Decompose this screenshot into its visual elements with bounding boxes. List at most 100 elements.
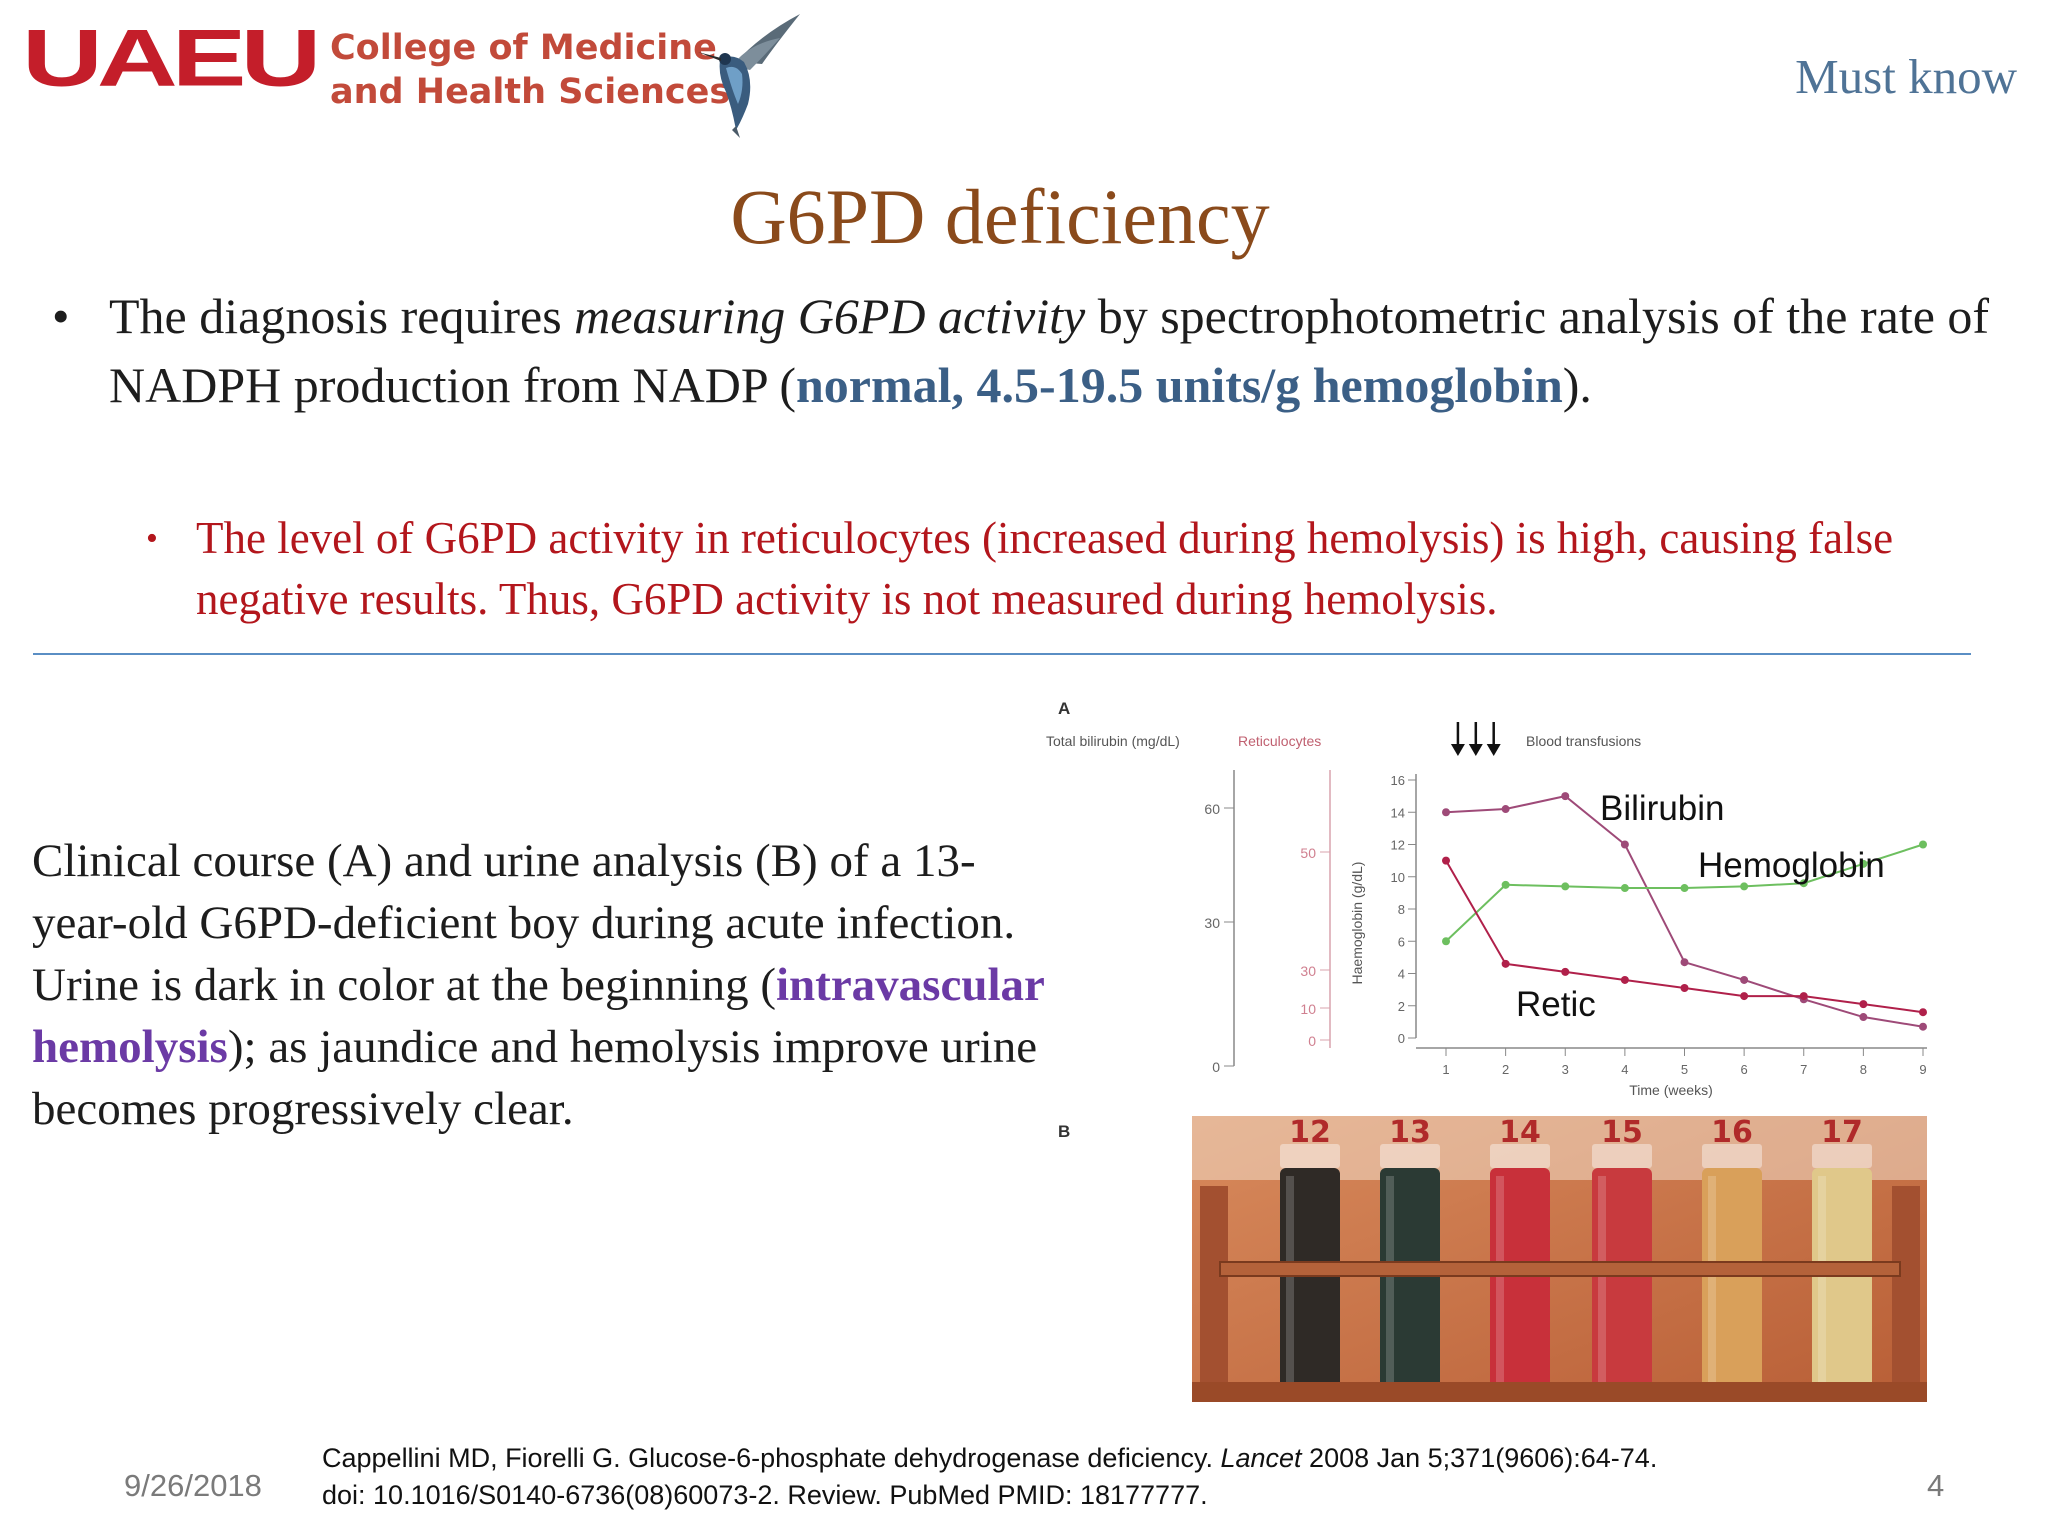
citation: Cappellini MD, Fiorelli G. Glucose-6-pho… [322, 1440, 1822, 1514]
y-tick-label: 4 [1398, 967, 1405, 982]
x-tick-label: 1 [1442, 1062, 1449, 1077]
college-line-2: and Health Sciences [330, 72, 731, 112]
tube-fluid [1592, 1168, 1652, 1402]
bullet-diagnosis: • The diagnosis requires measuring G6PD … [52, 282, 2002, 420]
data-point-retic [1919, 1008, 1927, 1017]
data-point-retic [1442, 856, 1450, 865]
bilirubin-axis-title: Total bilirubin (mg/dL) [1046, 733, 1180, 749]
tube-fluid [1380, 1168, 1440, 1402]
data-point-hemoglobin [1501, 880, 1510, 889]
data-point-hemoglobin [1680, 884, 1689, 893]
x-tick-label: 4 [1621, 1062, 1628, 1077]
tube-number: 12 [1289, 1116, 1331, 1150]
x-tick-label: 6 [1741, 1062, 1748, 1077]
tube-glass-top [1592, 1144, 1652, 1168]
data-point-hemoglobin [1442, 937, 1450, 946]
tube-fluid [1490, 1168, 1550, 1402]
bullet-diagnosis-text: The diagnosis requires measuring G6PD ac… [109, 288, 1990, 413]
series-label-bilirubin: Bilirubin [1600, 789, 1725, 828]
slide-number: 4 [1927, 1468, 1945, 1503]
x-axis-label: Time (weeks) [1629, 1082, 1713, 1098]
college-line-1: College of Medicine [330, 28, 717, 68]
tube-number: 16 [1711, 1116, 1753, 1150]
x-tick-label: 3 [1562, 1062, 1569, 1077]
retic-tick: 50 [1300, 845, 1316, 861]
transfusion-arrow-head [1486, 744, 1501, 756]
citation-line-2: doi: 10.1016/S0140-6736(08)60073-2. Revi… [322, 1480, 1208, 1510]
citation-line-1: Cappellini MD, Fiorelli G. Glucose-6-pho… [322, 1443, 1658, 1473]
transfusion-arrow-head [1450, 744, 1465, 756]
data-point-retic [1501, 959, 1510, 968]
bilirubin-tick: 60 [1204, 801, 1220, 817]
data-point-bilirubin [1501, 805, 1510, 814]
data-point-hemoglobin [1799, 879, 1808, 888]
hb-axis-title: Haemoglobin (g/dL) [1349, 862, 1365, 985]
emphasis-measuring: measuring G6PD activity [574, 288, 1086, 344]
x-tick-label: 5 [1681, 1062, 1688, 1077]
y-tick-label: 10 [1391, 870, 1405, 885]
data-point-bilirubin [1740, 975, 1749, 984]
data-point-retic [1620, 975, 1629, 984]
tube-highlight [1598, 1176, 1606, 1386]
data-point-bilirubin [1680, 958, 1689, 967]
data-point-hemoglobin [1859, 859, 1868, 868]
tube-number: 14 [1499, 1116, 1541, 1150]
data-point-bilirubin [1620, 840, 1629, 849]
y-tick-label: 14 [1391, 805, 1405, 820]
bilirubin-axis-ticks: 60 30 0 [1204, 801, 1234, 1075]
tube-fluid [1702, 1168, 1762, 1402]
bullet-marker: • [52, 288, 70, 344]
test-tubes: 12 13 14 15 16 17 [1280, 1116, 1872, 1402]
retic-axis-ticks: 50 30 10 0 [1300, 845, 1330, 1049]
data-point-retic [1561, 967, 1570, 976]
retic-tick: 0 [1308, 1033, 1316, 1049]
figure-caption: Clinical course (A) and urine analysis (… [32, 835, 1045, 1135]
uaeu-logo: UAEU [22, 12, 321, 103]
y-tick-label: 16 [1391, 773, 1405, 788]
must-know-tag: Must know [1795, 49, 2017, 104]
intravascular-hemolysis: intravascular hemolysis [32, 959, 1045, 1073]
transfusion-arrow-head [1468, 744, 1483, 756]
data-point-bilirubin [1442, 808, 1450, 817]
data-point-hemoglobin [1561, 882, 1570, 891]
transfusion-label: Blood transfusions [1526, 733, 1641, 749]
tube-glass-top [1490, 1144, 1550, 1168]
college-name: College of Medicine and Health Sciences [330, 26, 730, 114]
x-tick-label: 9 [1919, 1062, 1926, 1077]
tube-highlight [1286, 1176, 1294, 1386]
tube-number: 17 [1821, 1116, 1863, 1150]
tube-fluid [1280, 1168, 1340, 1402]
tube-highlight [1818, 1176, 1826, 1386]
data-point-bilirubin [1919, 1022, 1927, 1031]
panel-b-label: B [1058, 1122, 1071, 1141]
normal-range: normal, 4.5-19.5 units/g hemoglobin [796, 357, 1563, 413]
divider-line [33, 653, 1971, 655]
data-point-hemoglobin [1740, 882, 1749, 891]
tube-highlight [1708, 1176, 1716, 1386]
slide-title: G6PD deficiency [730, 173, 1270, 260]
panel-a-label: A [1058, 699, 1070, 718]
data-point-hemoglobin [1620, 884, 1629, 893]
transfusion-arrows [1450, 722, 1501, 756]
bilirubin-tick: 0 [1212, 1059, 1220, 1075]
tube-fluid [1812, 1168, 1872, 1402]
y-tick-label: 2 [1398, 999, 1405, 1014]
tube-highlight [1386, 1176, 1394, 1386]
hummingbird-logo-icon [698, 14, 800, 138]
tube-highlight [1496, 1176, 1504, 1386]
y-tick-label: 8 [1398, 902, 1405, 917]
retic-tick: 30 [1300, 963, 1316, 979]
tube-glass-top [1812, 1144, 1872, 1168]
urine-tubes-photo: 12 13 14 15 16 17 [1192, 1116, 1927, 1402]
y-tick-label: 6 [1398, 934, 1405, 949]
data-point-retic [1740, 992, 1749, 1001]
x-tick-label: 2 [1502, 1062, 1509, 1077]
x-tick-label: 8 [1860, 1062, 1867, 1077]
tube-number: 15 [1601, 1116, 1643, 1150]
tube-glass-top [1280, 1144, 1340, 1168]
tube-glass-top [1380, 1144, 1440, 1168]
retic-axis-title: Reticulocytes [1238, 733, 1321, 749]
data-point-retic [1799, 992, 1808, 1001]
tube-number: 13 [1389, 1116, 1431, 1150]
